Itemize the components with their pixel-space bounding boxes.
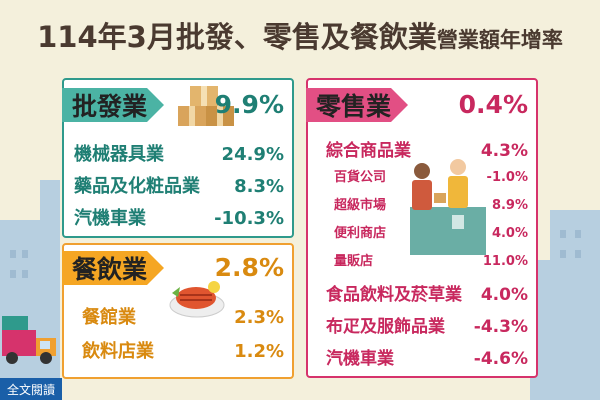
row-value: 8.3% xyxy=(234,176,284,197)
row-name: 汽機車業 xyxy=(74,208,146,229)
wholesale-row: 機械器具業 24.9% xyxy=(74,140,284,166)
row-name: 超級市場 xyxy=(334,198,387,213)
row-value: 4.3% xyxy=(480,141,528,161)
row-value: 24.9% xyxy=(221,144,284,165)
row-name: 汽機車業 xyxy=(326,349,394,369)
row-value: -4.6% xyxy=(473,349,528,369)
food-row: 飲料店業 1.2% xyxy=(82,337,284,363)
row-name: 百貨公司 xyxy=(334,170,387,185)
row-value: -10.3% xyxy=(214,208,284,229)
page-title: 114年3月批發、零售及餐飲業營業額年增率 xyxy=(0,0,600,70)
row-name: 餐館業 xyxy=(82,307,136,328)
food-label: 餐飲業 xyxy=(62,251,164,285)
title-part-3: 營業額年增率 xyxy=(436,28,563,52)
retail-sub-row: 百貨公司 -1.0% xyxy=(334,166,528,185)
retail-sub-row: 超級市場 8.9% xyxy=(334,194,528,213)
row-name: 機械器具業 xyxy=(74,144,164,165)
row-value: 11.0% xyxy=(482,254,528,269)
wholesale-label: 批發業 xyxy=(62,88,164,122)
retail-row: 食品飲料及菸草業 4.0% xyxy=(326,280,528,305)
grilled-fish-icon xyxy=(169,281,225,318)
wholesale-row: 汽機車業 -10.3% xyxy=(74,204,284,230)
row-value: -4.3% xyxy=(473,317,528,337)
retail-sub-row: 量販店 11.0% xyxy=(334,250,528,269)
retail-row: 綜合商品業 4.3% xyxy=(326,136,528,161)
row-value: 1.2% xyxy=(234,341,284,362)
shopkeeper-icon xyxy=(410,159,486,255)
row-name: 量販店 xyxy=(334,254,374,269)
wholesale-card: 批發業 9.9% 機械器具業 24.9% 藥品及化粧品業 8.3% 汽機車業 -… xyxy=(62,78,294,238)
retail-row: 汽機車業 -4.6% xyxy=(326,344,528,369)
row-name: 飲料店業 xyxy=(82,341,154,362)
row-value: 8.9% xyxy=(491,198,528,213)
row-name: 食品飲料及菸草業 xyxy=(326,285,462,305)
retail-value: 0.4% xyxy=(458,90,528,119)
food-card: 餐飲業 2.8% 餐館業 2.3% 飲料店業 1.2% xyxy=(62,243,294,379)
food-row: 餐館業 2.3% xyxy=(82,303,284,329)
row-name: 藥品及化粧品業 xyxy=(74,176,200,197)
wholesale-value: 9.9% xyxy=(214,90,284,119)
row-value: -1.0% xyxy=(486,170,528,185)
title-part-2: 零售及餐飲業 xyxy=(262,20,437,54)
title-part-1: 114年3月批發 xyxy=(37,20,234,54)
title-separator: 、 xyxy=(233,20,263,54)
row-value: 2.3% xyxy=(234,307,284,328)
row-value: 4.0% xyxy=(480,285,528,305)
row-value: 4.0% xyxy=(491,226,528,241)
boxes-icon xyxy=(178,86,234,126)
trucks-icon xyxy=(2,316,56,364)
wholesale-row: 藥品及化粧品業 8.3% xyxy=(74,172,284,198)
retail-label: 零售業 xyxy=(306,88,408,122)
row-name: 布疋及服飾品業 xyxy=(326,317,445,337)
row-name: 綜合商品業 xyxy=(326,141,411,161)
retail-sub-row: 便利商店 4.0% xyxy=(334,222,528,241)
food-value: 2.8% xyxy=(214,253,284,282)
read-full-text-button[interactable]: 全文閱讀 xyxy=(0,378,62,400)
row-name: 便利商店 xyxy=(334,226,387,241)
retail-row: 布疋及服飾品業 -4.3% xyxy=(326,312,528,337)
